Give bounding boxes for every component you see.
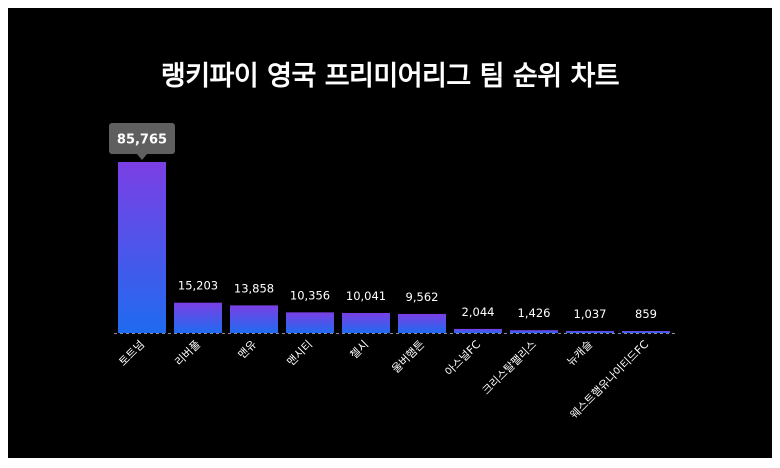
chart-title: 랭키파이 영국 프리미어리그 팀 순위 차트	[160, 61, 620, 92]
tooltip-pointer	[137, 154, 147, 160]
bar-1	[118, 162, 166, 333]
category-label: 리버풀	[172, 338, 203, 369]
category-label: 크리스탈팰리스	[480, 338, 539, 397]
category-label: 울버햄튼	[389, 338, 427, 376]
data-label: 13,858	[234, 281, 274, 295]
data-label: 2,044	[462, 305, 495, 319]
category-label: 토트넘	[116, 338, 147, 369]
bar-6	[398, 313, 446, 333]
bar-3	[230, 305, 278, 333]
category-label: 맨유	[236, 338, 260, 362]
data-label: 1,037	[574, 307, 607, 321]
category-label: 맨시티	[284, 338, 315, 369]
data-label: 10,356	[290, 288, 330, 302]
bar-7	[454, 328, 502, 333]
bar-4	[286, 312, 334, 333]
category-label: 아스널FC	[443, 338, 484, 379]
data-label: 85,765	[117, 133, 167, 148]
data-label: 9,562	[406, 290, 439, 304]
data-label: 1,426	[518, 306, 551, 320]
bar-9	[566, 330, 614, 333]
bar-chart: 85,765 토트넘 15,203 리버풀 13,858 맨유 10,356 맨시티 10,04…	[109, 123, 678, 421]
category-label: 첼시	[348, 338, 372, 362]
chart-frame: 랭키파이 영국 프리미어리그 팀 순위 차트 85,765 토트넘 15,203 리버…	[8, 8, 772, 458]
bar-8	[510, 330, 558, 333]
bar-5	[342, 312, 390, 333]
data-label: 10,041	[346, 289, 386, 303]
category-label: 뉴캐슬	[564, 338, 595, 369]
data-label: 15,203	[178, 279, 218, 293]
data-label: 859	[635, 307, 657, 321]
bar-2	[174, 302, 222, 333]
value-tooltip	[109, 123, 175, 154]
bar-10	[622, 331, 670, 333]
